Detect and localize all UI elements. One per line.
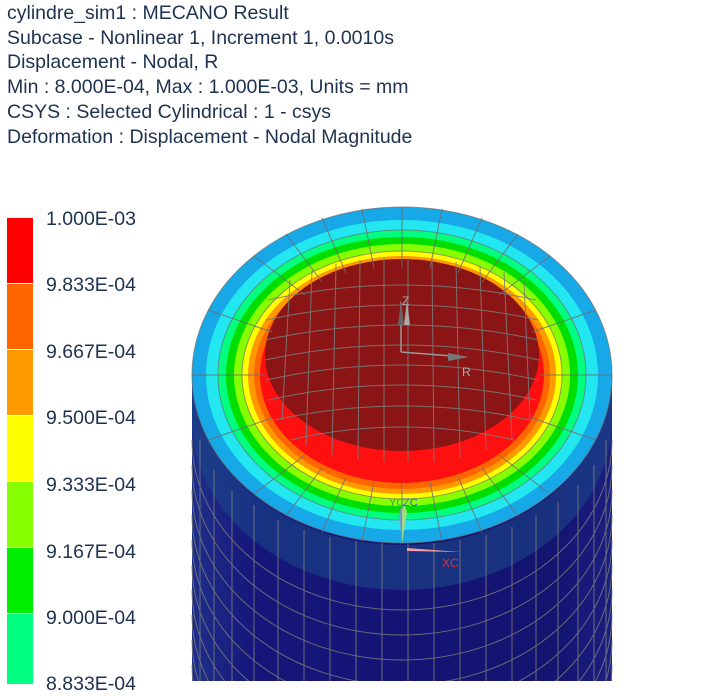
legend-label-3: 9.667E-04 [46,341,136,363]
cylinder-model [191,206,613,681]
wcs-triad: YC ZC XC [389,497,460,570]
legend-swatch-6 [7,548,33,613]
csys-z-label: Z [402,294,409,308]
header-csys: CSYS : Selected Cylindrical : 1 - csys [7,100,332,123]
header-deformation: Deformation : Displacement - Nodal Magni… [7,125,413,148]
header-result-type: Displacement - Nodal, R [7,51,219,74]
header-subcase: Subcase - Nonlinear 1, Increment 1, 0.00… [7,26,394,49]
wcs-yc-label: YC [389,497,404,509]
header-title: cylindre_sim1 : MECANO Result [7,2,289,24]
csys-r-label: R [462,365,471,379]
legend-swatch-1 [7,218,33,283]
cylindrical-csys-triad: Z R [398,294,471,379]
legend-label-2: 9.833E-04 [46,274,136,296]
legend-label-1: 1.000E-03 [46,208,136,230]
legend-swatch-5 [7,482,33,547]
wcs-xc-label: XC [442,556,459,570]
legend-swatch-7 [7,614,33,684]
legend-label-4: 9.500E-04 [46,407,136,429]
legend-swatch-2 [7,284,33,349]
header-min-max: Min : 8.000E-04, Max : 1.000E-03, Units … [7,76,409,99]
legend-label-8: 8.833E-04 [46,673,136,695]
legend-swatch-4 [7,416,33,481]
model-viewport[interactable]: Z R YC ZC XC [0,0,722,681]
legend-label-7: 9.000E-04 [46,607,136,629]
wcs-zc-label: ZC [403,497,418,509]
legend-label-6: 9.167E-04 [46,541,136,563]
legend-swatch-3 [7,350,33,415]
result-header: cylindre_sim1 : MECANO Result Subcase - … [7,1,412,149]
legend-label-5: 9.333E-04 [46,474,136,496]
